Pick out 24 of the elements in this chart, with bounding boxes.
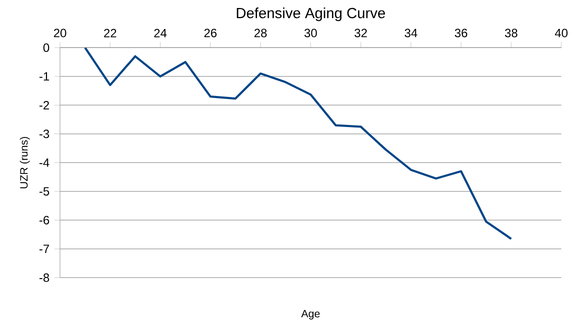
x-tick-label: 32 (354, 28, 367, 38)
x-tick-label: 34 (404, 28, 418, 38)
y-tick-label: -5 (39, 187, 50, 196)
x-axis-title: Age (301, 310, 320, 320)
y-tick-label: -8 (39, 273, 50, 282)
x-tick-label: 40 (554, 28, 568, 38)
x-tick-label: 24 (154, 28, 167, 38)
y-tick-label: -6 (39, 216, 50, 224)
y-tick-label: -1 (39, 72, 50, 81)
x-tick-label: 36 (454, 28, 468, 38)
y-tick-label: -3 (39, 130, 50, 138)
y-tick-label: 0 (43, 43, 50, 52)
y-axis-title: UZR (runs) (20, 136, 30, 188)
line-series (84, 48, 512, 240)
x-tick-label: 38 (504, 28, 518, 38)
y-tick-label: -4 (39, 158, 50, 167)
x-tick-label: 28 (254, 28, 267, 38)
x-tick-label: 22 (104, 28, 116, 38)
y-tick-label: -7 (39, 244, 49, 254)
x-tick-label: 30 (304, 28, 317, 38)
chart-title: Defensive Aging Curve (236, 7, 385, 22)
y-tick-label: -2 (39, 100, 49, 110)
x-tick-label: 26 (204, 28, 217, 38)
x-tick-label: 20 (54, 28, 66, 38)
